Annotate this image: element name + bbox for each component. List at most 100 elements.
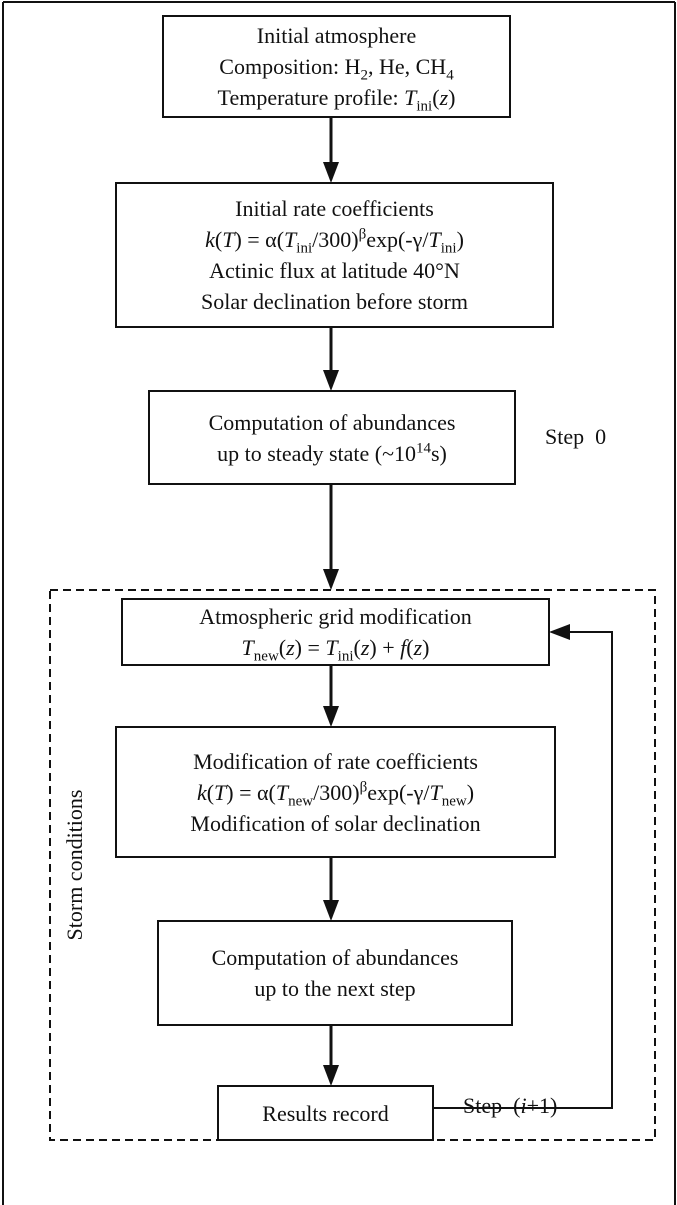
text-run: 4 [446, 67, 454, 84]
text-run: β [359, 779, 368, 796]
node: Atmospheric grid modification Tnew(z) = … [122, 599, 549, 665]
node-line: up to the next step [254, 973, 415, 1004]
text-run: ini [337, 648, 354, 665]
text-run: Solar declination before storm [201, 289, 468, 314]
text-run: up to steady state (~10 [217, 440, 416, 466]
text-run: T [222, 227, 235, 252]
node: Modification of rate coefficients k(T) =… [116, 727, 555, 857]
node-box [157, 920, 513, 1026]
text-run: ) [448, 85, 456, 110]
text-run: k [196, 779, 207, 805]
text-run: β [358, 226, 367, 243]
node: Computation of abundances up to the next… [158, 921, 512, 1025]
node-line: Modification of solar declination [190, 808, 480, 839]
node-box [115, 182, 554, 328]
text-run: ini [296, 240, 313, 257]
text-run: ini [416, 98, 433, 115]
text-run: ) = [294, 635, 326, 660]
node-line: Solar declination before storm [201, 286, 468, 317]
node-line: Modification of rate coefficients [193, 746, 478, 777]
text-run: ) [466, 779, 475, 805]
text-run: ) = α( [234, 227, 285, 252]
text-run: Initial rate coefficients [235, 196, 434, 221]
text-run: T [429, 779, 442, 805]
node-line: Temperature profile: Tini(z) [217, 82, 456, 115]
text-run: ) [456, 227, 464, 252]
text-run: Results record [262, 1100, 389, 1126]
text-run: T [214, 779, 227, 805]
text-run: T [241, 635, 254, 660]
text-run: ( [353, 635, 361, 660]
text-run: ( [214, 227, 223, 252]
text-run: T [428, 227, 441, 252]
node-line: k(T) = α(Tini/300)βexp(-γ/Tini) [205, 224, 464, 257]
node-line: Actinic flux at latitude 40°N [209, 255, 460, 286]
node-line: Tnew(z) = Tini(z) + f(z) [241, 632, 430, 665]
text-run: z [439, 85, 449, 110]
text-run: ( [432, 85, 440, 110]
text-run: , He, CH [367, 54, 447, 79]
text-run: Modification of solar declination [190, 810, 481, 836]
text-run: up to the next step [254, 976, 416, 1001]
node-line: Computation of abundances [212, 942, 459, 973]
text-run: ( [406, 635, 414, 660]
node-box [162, 15, 511, 118]
text-run: new [441, 792, 467, 809]
arrowhead [323, 706, 339, 727]
text-run: z [413, 635, 423, 660]
node: Computation of abundances up to steady s… [149, 391, 515, 484]
arrowhead [323, 569, 339, 590]
node-line: Composition: H2, He, CH4 [219, 51, 454, 84]
text-run: Computation of abundances [208, 409, 456, 435]
text-run: T [284, 227, 297, 252]
text-run: ) + [369, 635, 401, 660]
text-run: T [325, 635, 338, 660]
text-run: Atmospheric grid modification [199, 604, 472, 629]
text-run: Actinic flux at latitude 40°N [209, 258, 460, 283]
text-run: 14 [415, 440, 431, 457]
step-label: Step (i+1) [463, 1093, 557, 1119]
node-line: k(T) = α(Tnew/300)βexp(-γ/Tnew) [196, 777, 475, 809]
node: Initial atmosphere Composition: H2, He, … [163, 16, 510, 117]
node-box [115, 726, 556, 858]
arrowhead [323, 370, 339, 391]
text-run: new [288, 792, 314, 809]
storm-region [49, 589, 656, 1141]
text-run: T [404, 85, 417, 110]
text-run: ( [206, 779, 215, 805]
node-line: Initial atmosphere [257, 20, 416, 51]
text-run: exp(-γ/ [367, 779, 430, 805]
text-run: z [360, 635, 370, 660]
text-run: ) = α( [226, 779, 276, 805]
text-run: new [253, 648, 279, 665]
node-line: Computation of abundances [209, 407, 456, 438]
text-run: T [275, 779, 289, 805]
arrowhead [323, 162, 339, 183]
loop-line [433, 631, 613, 1109]
text-run: z [286, 635, 295, 660]
node-line: Results record [262, 1098, 388, 1129]
text-run: Computation of abundances [211, 945, 459, 970]
text-run: /300) [313, 779, 360, 805]
text-run: /300) [312, 227, 359, 252]
text-run: f [400, 635, 407, 660]
text-run: i [520, 1093, 527, 1118]
arrowhead [323, 900, 339, 921]
node-line: Atmospheric grid modification [199, 601, 472, 632]
text-run: Temperature profile: [217, 85, 405, 110]
text-run: Step ( [463, 1093, 521, 1118]
arrowhead [549, 624, 570, 640]
node: Results record [218, 1086, 433, 1140]
node-box [217, 1085, 434, 1141]
node: Initial rate coefficients k(T) = α(Tini/… [116, 183, 553, 327]
text-run: ( [278, 635, 287, 660]
storm-label: Storm conditions [62, 789, 87, 941]
text-run: ) [422, 635, 430, 660]
text-run: Initial atmosphere [256, 23, 417, 48]
text-run: s) [430, 440, 447, 466]
text-run: Composition: H [219, 54, 361, 79]
text-run: Modification of rate coefficients [193, 748, 478, 774]
text-run: +1) [526, 1093, 558, 1118]
